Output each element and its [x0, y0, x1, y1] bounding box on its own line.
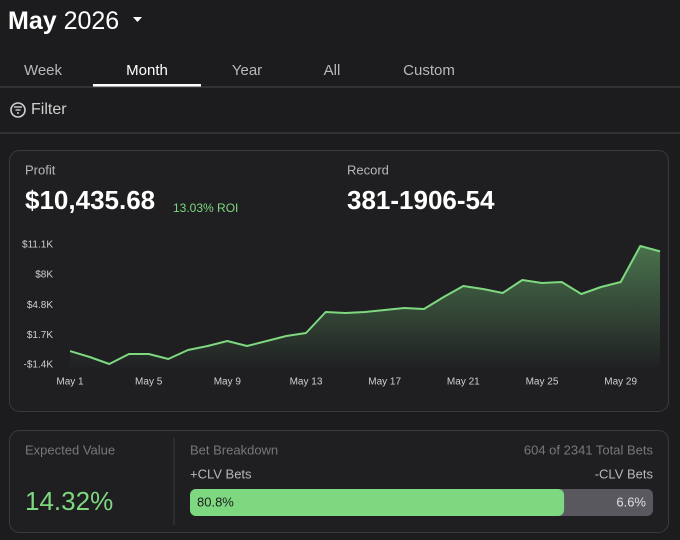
filter-button[interactable]: Filter [31, 101, 67, 118]
x-tick-label: May 1 [56, 377, 84, 388]
negative-value: 6.6% [616, 494, 646, 509]
y-tick-label: $1.7K [27, 330, 53, 341]
ev-value: 14.32% [25, 486, 113, 516]
tab-indicator [93, 84, 201, 87]
x-tick-label: May 5 [135, 377, 163, 388]
negative-label: -CLV Bets [595, 466, 654, 481]
profit-value: $10,435.68 [25, 185, 155, 215]
caret[interactable] [133, 17, 142, 22]
x-tick-label: May 25 [526, 377, 559, 388]
x-tick-label: May 17 [368, 377, 401, 388]
tab[interactable]: Year [232, 62, 262, 79]
tabs: Week Month Year All Custom [24, 62, 455, 87]
profit-label: Profit [25, 162, 56, 177]
x-tick-label: May 9 [214, 377, 242, 388]
y-tick-label: $8K [35, 269, 53, 280]
roi: 13.03% ROI [173, 201, 238, 215]
record-label: Record [347, 162, 389, 177]
tab[interactable]: Month [126, 62, 168, 79]
x-tick-label: May 21 [447, 377, 480, 388]
positive-label: +CLV Bets [190, 466, 252, 481]
tab[interactable]: Week [24, 62, 63, 79]
tab[interactable]: Custom [403, 62, 455, 79]
month-picker[interactable]: May 2026 [8, 7, 119, 35]
ev-label: Expected Value [25, 442, 115, 457]
y-tick-label: $4.8K [27, 300, 53, 311]
positive-bar [190, 489, 565, 516]
x-tick-label: May 13 [290, 377, 323, 388]
area-fill [70, 246, 660, 370]
filter-icon[interactable] [10, 102, 26, 118]
y-tick-label: -$1.4K [24, 360, 54, 371]
tab[interactable]: All [324, 62, 341, 79]
year: 2026 [64, 7, 120, 35]
breakdown-title: Bet Breakdown [190, 442, 278, 457]
y-tick-label: $11.1K [22, 240, 53, 251]
positive-value: 80.8% [197, 494, 234, 509]
record-value: 381-1906-54 [347, 185, 495, 215]
breakdown-total: 604 of 2341 Total Bets [524, 442, 654, 457]
profit-line [69, 245, 661, 365]
x-tick-label: May 29 [604, 377, 637, 388]
month: May [8, 7, 57, 35]
